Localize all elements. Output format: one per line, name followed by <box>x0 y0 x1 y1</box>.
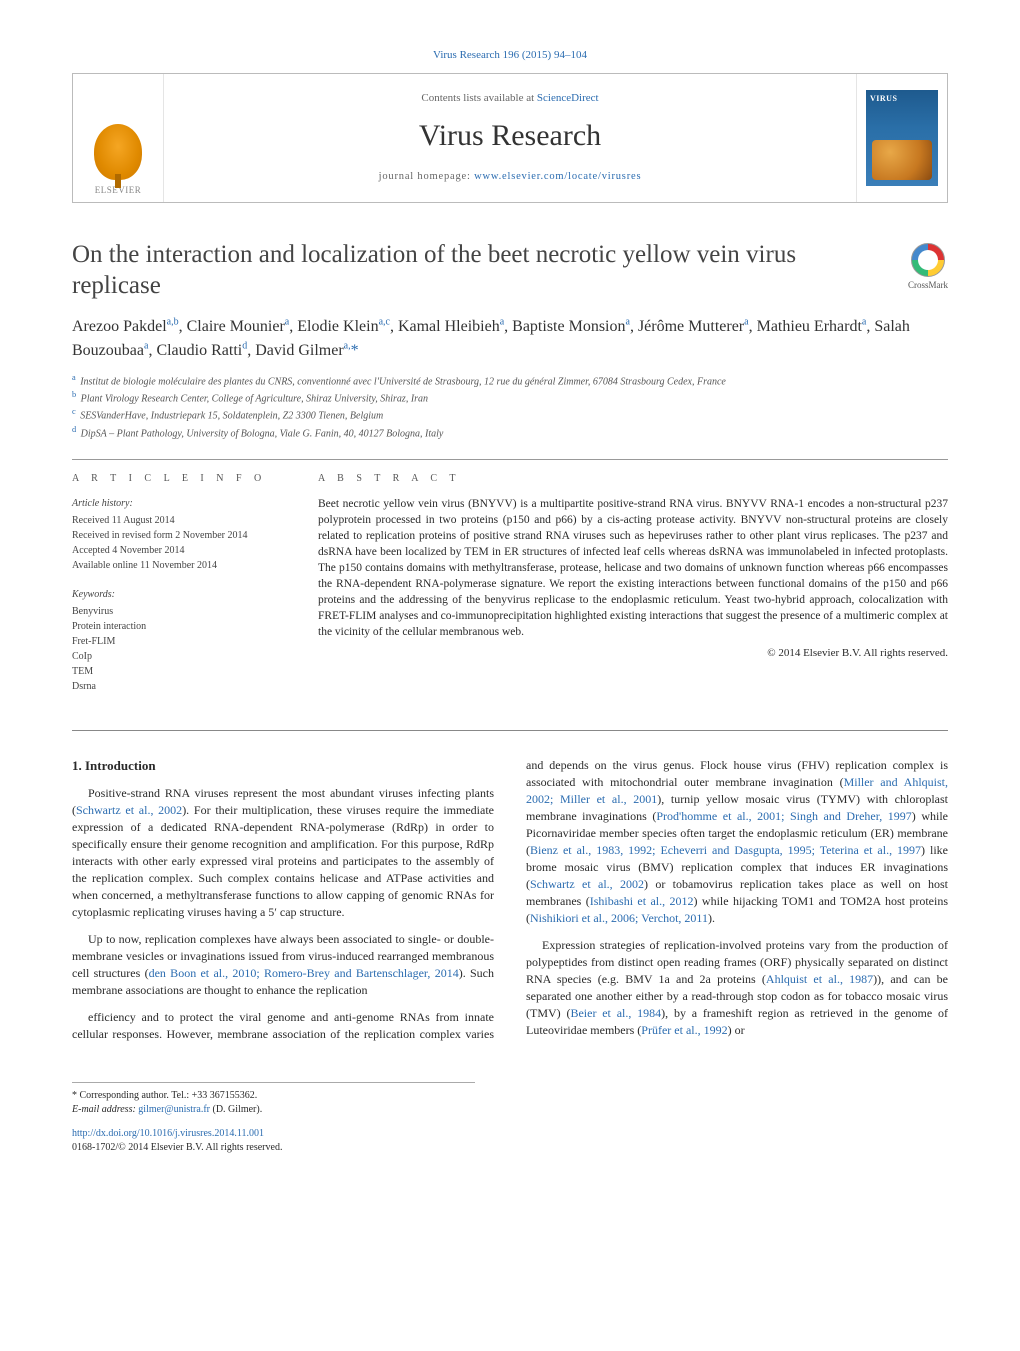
publisher-logo-block: ELSEVIER <box>73 74 163 202</box>
affiliation-item: c SESVanderHave, Industriepark 15, Solda… <box>72 406 948 423</box>
elsevier-tree-icon <box>94 124 142 180</box>
citation-link[interactable]: den Boon et al., 2010; Romero-Brey and B… <box>149 966 459 980</box>
journal-homepage-line: journal homepage: www.elsevier.com/locat… <box>379 170 642 184</box>
corresponding-author-footnote: * Corresponding author. Tel.: +33 367155… <box>72 1082 475 1155</box>
article-title: On the interaction and localization of t… <box>72 239 812 302</box>
journal-cover-thumbnail: VIRUS <box>866 90 938 186</box>
history-item: Available online 11 November 2014 <box>72 558 282 573</box>
journal-masthead: ELSEVIER Contents lists available at Sci… <box>72 73 948 203</box>
citation-link[interactable]: Ishibashi et al., 2012 <box>590 894 694 908</box>
citation-link[interactable]: Beier et al., 1984 <box>570 1006 661 1020</box>
email-link[interactable]: gilmer@unistra.fr <box>138 1104 210 1115</box>
keyword-item: CoIp <box>72 649 282 664</box>
citation-link[interactable]: Nishikiori et al., 2006; Verchot, 2011 <box>530 911 708 925</box>
citation-link[interactable]: Ahlquist et al., 1987 <box>766 972 873 986</box>
sciencedirect-link[interactable]: ScienceDirect <box>537 92 599 104</box>
article-info-column: a r t i c l e i n f o Article history: R… <box>72 472 282 708</box>
section-heading: 1. Introduction <box>72 757 494 775</box>
body-paragraph: Positive-strand RNA viruses represent th… <box>72 785 494 921</box>
history-item: Received 11 August 2014 <box>72 513 282 528</box>
contents-available-line: Contents lists available at ScienceDirec… <box>421 91 598 106</box>
affiliation-item: d DipSA – Plant Pathology, University of… <box>72 424 948 441</box>
affiliation-item: a Institut de biologie moléculaire des p… <box>72 372 948 389</box>
abstract-column: a b s t r a c t Beet necrotic yellow vei… <box>318 472 948 708</box>
citation-link[interactable]: Schwartz et al., 2002 <box>530 877 644 891</box>
abstract-heading: a b s t r a c t <box>318 472 948 486</box>
affiliation-item: b Plant Virology Research Center, Colleg… <box>72 389 948 406</box>
divider <box>72 730 948 731</box>
issn-copyright: 0168-1702/© 2014 Elsevier B.V. All right… <box>72 1142 282 1153</box>
author-list: Arezoo Pakdela,b, Claire Mouniera, Elodi… <box>72 315 948 361</box>
citation-header: Virus Research 196 (2015) 94–104 <box>72 48 948 63</box>
divider <box>72 459 948 460</box>
citation-link[interactable]: Prod'homme et al., 2001; Singh and Drehe… <box>656 809 911 823</box>
crossmark-widget[interactable]: CrossMark <box>908 243 948 291</box>
citation-link[interactable]: Schwartz et al., 2002 <box>76 803 182 817</box>
article-history-label: Article history: <box>72 496 282 511</box>
citation-link[interactable]: Prüfer et al., 1992 <box>641 1023 727 1037</box>
article-info-heading: a r t i c l e i n f o <box>72 472 282 486</box>
body-paragraph: Up to now, replication complexes have al… <box>72 931 494 999</box>
doi-link[interactable]: http://dx.doi.org/10.1016/j.virusres.201… <box>72 1128 264 1139</box>
citation-link[interactable]: Bienz et al., 1983, 1992; Echeverri and … <box>530 843 921 857</box>
citation-link[interactable]: Virus Research 196 (2015) 94–104 <box>433 49 587 61</box>
corr-author-line: * Corresponding author. Tel.: +33 367155… <box>72 1089 475 1103</box>
body-paragraph: Expression strategies of replication-inv… <box>526 937 948 1039</box>
keyword-item: Protein interaction <box>72 619 282 634</box>
history-item: Received in revised form 2 November 2014 <box>72 528 282 543</box>
crossmark-icon <box>911 243 945 277</box>
article-body: 1. Introduction Positive-strand RNA viru… <box>72 757 948 1047</box>
keyword-item: Dsrna <box>72 679 282 694</box>
keywords-label: Keywords: <box>72 587 282 602</box>
keyword-item: Benyvirus <box>72 604 282 619</box>
abstract-text: Beet necrotic yellow vein virus (BNYVV) … <box>318 496 948 641</box>
email-label: E-mail address: <box>72 1104 138 1115</box>
abstract-copyright: © 2014 Elsevier B.V. All rights reserved… <box>318 646 948 661</box>
journal-homepage-link[interactable]: www.elsevier.com/locate/virusres <box>474 171 641 182</box>
keyword-item: TEM <box>72 664 282 679</box>
journal-title: Virus Research <box>419 116 601 157</box>
keyword-item: Fret-FLIM <box>72 634 282 649</box>
affiliations-list: a Institut de biologie moléculaire des p… <box>72 372 948 441</box>
crossmark-label: CrossMark <box>908 279 948 291</box>
history-item: Accepted 4 November 2014 <box>72 543 282 558</box>
